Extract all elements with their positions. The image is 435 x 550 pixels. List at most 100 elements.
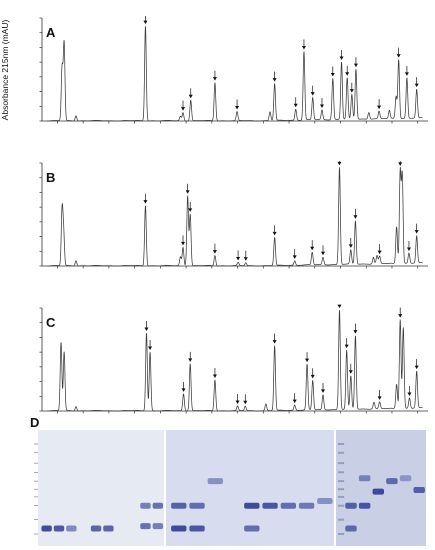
peak-arrow-head <box>344 344 349 349</box>
ladder-band <box>338 480 345 483</box>
peak-arrow-head <box>407 392 412 396</box>
protein-band <box>152 523 164 530</box>
peak-arrow-head <box>143 20 148 25</box>
ladder-band <box>338 451 345 454</box>
peak-arrow-head <box>377 105 382 110</box>
peak-arrow-head <box>185 190 190 194</box>
peak-arrow-head <box>243 257 248 261</box>
peak-arrow-head <box>330 72 335 77</box>
panel-letter-c: C <box>46 315 56 330</box>
peak-arrow-head <box>348 244 353 248</box>
protein-band <box>413 486 425 493</box>
peak-arrow-head <box>272 78 277 82</box>
peak-arrow-head <box>353 330 358 334</box>
protein-band <box>317 498 333 505</box>
peak-arrow-head <box>305 358 310 363</box>
chromatogram-panel-a <box>39 16 428 124</box>
peak-arrow-head <box>181 388 186 392</box>
peak-arrow-head <box>235 400 240 404</box>
protein-band <box>345 502 357 509</box>
ladder-band <box>338 504 345 507</box>
protein-band <box>298 502 315 509</box>
peak-arrow-head <box>348 370 353 374</box>
panel-letter-d: D <box>30 415 39 430</box>
peak-arrow-head <box>181 241 186 246</box>
peak-arrow-head <box>272 340 277 344</box>
ladder-band <box>338 462 345 465</box>
peak-arrow-head <box>414 230 419 234</box>
peak-arrow-head <box>235 106 240 110</box>
peak-arrow-head <box>339 56 344 61</box>
ladder-band <box>338 495 345 498</box>
peak-arrow-head <box>396 54 401 58</box>
protein-band <box>189 525 205 532</box>
peak-arrow-head <box>310 246 315 251</box>
protein-band <box>358 502 371 509</box>
ladder-band <box>338 533 345 535</box>
peak-arrow-head <box>212 77 217 81</box>
protein-band <box>244 525 260 532</box>
peak-arrow-head <box>292 255 297 259</box>
protein-band <box>66 525 77 532</box>
protein-band <box>372 488 384 495</box>
peak-arrow-head <box>337 304 342 309</box>
peak-arrow-head <box>212 374 217 378</box>
protein-band <box>244 502 260 509</box>
protein-band <box>189 502 205 509</box>
peak-arrow-head <box>143 200 148 204</box>
chromatogram-trace <box>47 166 423 267</box>
panel-letter-a: A <box>46 25 56 40</box>
peak-arrow-head <box>188 358 193 362</box>
protein-band <box>386 478 398 485</box>
protein-band <box>399 475 412 482</box>
peak-arrow-head <box>321 389 326 393</box>
peak-arrow-head <box>188 94 193 99</box>
ladder-band <box>338 488 345 491</box>
peak-arrow-head <box>404 72 409 76</box>
protein-band <box>262 502 278 509</box>
peak-arrow-head <box>349 89 354 93</box>
peak-arrow-head <box>310 374 315 379</box>
peak-arrow-head <box>319 104 324 109</box>
chromatogram-panel-c <box>39 304 428 414</box>
peak-arrow-head <box>212 250 217 254</box>
protein-band <box>280 502 297 509</box>
peak-arrow-head <box>144 327 149 332</box>
ladder-band <box>338 443 345 445</box>
protein-band <box>140 523 151 530</box>
ladder-band <box>338 518 345 521</box>
protein-band <box>171 502 187 509</box>
protein-band <box>358 475 371 482</box>
peak-arrow-head <box>414 365 419 370</box>
peak-arrow-head <box>292 399 297 404</box>
peak-arrow-head <box>353 215 358 219</box>
peak-arrow-head <box>310 92 315 96</box>
peak-arrow-head <box>337 161 342 166</box>
peak-arrow-head <box>398 162 403 166</box>
peak-arrow-head <box>406 247 411 251</box>
protein-band <box>140 502 151 509</box>
chromatogram-trace <box>47 26 423 122</box>
peak-arrow-head <box>293 103 298 108</box>
peak-arrow-head <box>377 396 382 400</box>
panel-letter-b: B <box>46 170 55 185</box>
peak-arrow-head <box>353 63 358 68</box>
protein-band <box>207 478 223 485</box>
protein-band <box>41 525 52 532</box>
peak-arrow-head <box>377 250 382 255</box>
chromatogram-trace <box>47 310 423 412</box>
chromatogram-panel-b <box>39 161 428 269</box>
peak-arrow-head <box>398 314 403 318</box>
peak-arrow-head <box>188 208 193 212</box>
peak-arrow-head <box>236 256 241 261</box>
protein-band <box>53 525 65 532</box>
peak-arrow-head <box>301 46 306 50</box>
protein-band <box>345 525 357 532</box>
peak-arrow-head <box>181 107 186 111</box>
peak-arrow-head <box>148 346 153 350</box>
peak-arrow-head <box>272 231 277 236</box>
protein-band <box>171 525 187 532</box>
sds-page-gels <box>34 430 426 546</box>
protein-band <box>90 525 102 532</box>
